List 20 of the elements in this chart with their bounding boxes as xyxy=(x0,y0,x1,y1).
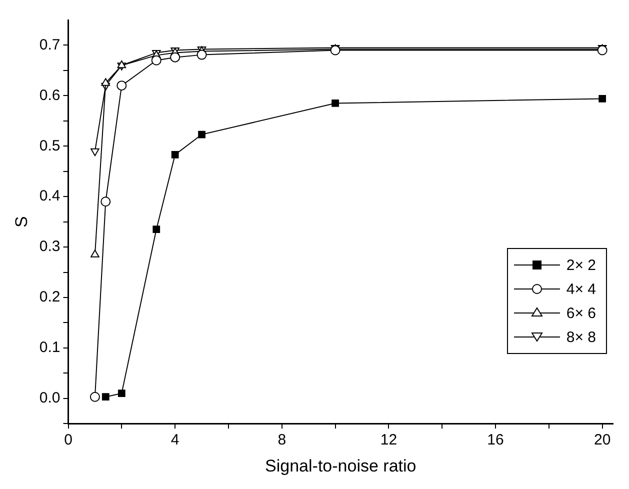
x-tick-label: 8 xyxy=(278,432,286,449)
x-tick-label: 0 xyxy=(64,432,72,449)
x-axis-title: Signal-to-noise ratio xyxy=(265,456,416,476)
legend-label: 6× 6 xyxy=(566,304,596,322)
y-tick-label: 0.2 xyxy=(39,288,60,306)
legend-label: 4× 4 xyxy=(566,280,596,298)
y-tick-label: 0.3 xyxy=(39,238,60,256)
y-tick-label: 0.0 xyxy=(39,390,60,407)
y-tick-label: 0.7 xyxy=(39,36,60,54)
y-tick-label: 0.4 xyxy=(39,188,60,205)
y-tick-label: 0.6 xyxy=(39,86,60,104)
legend-label: 2× 2 xyxy=(566,256,596,274)
y-axis-title: S xyxy=(12,216,31,228)
legend-label: 8× 8 xyxy=(566,328,596,346)
y-tick-label: 0.1 xyxy=(39,339,60,356)
x-tick-label: 4 xyxy=(170,432,180,449)
x-tick-label: 12 xyxy=(380,432,398,449)
x-tick-label: 20 xyxy=(594,432,611,449)
x-tick-label: 16 xyxy=(487,432,504,449)
y-tick-label: 0.5 xyxy=(39,137,60,154)
